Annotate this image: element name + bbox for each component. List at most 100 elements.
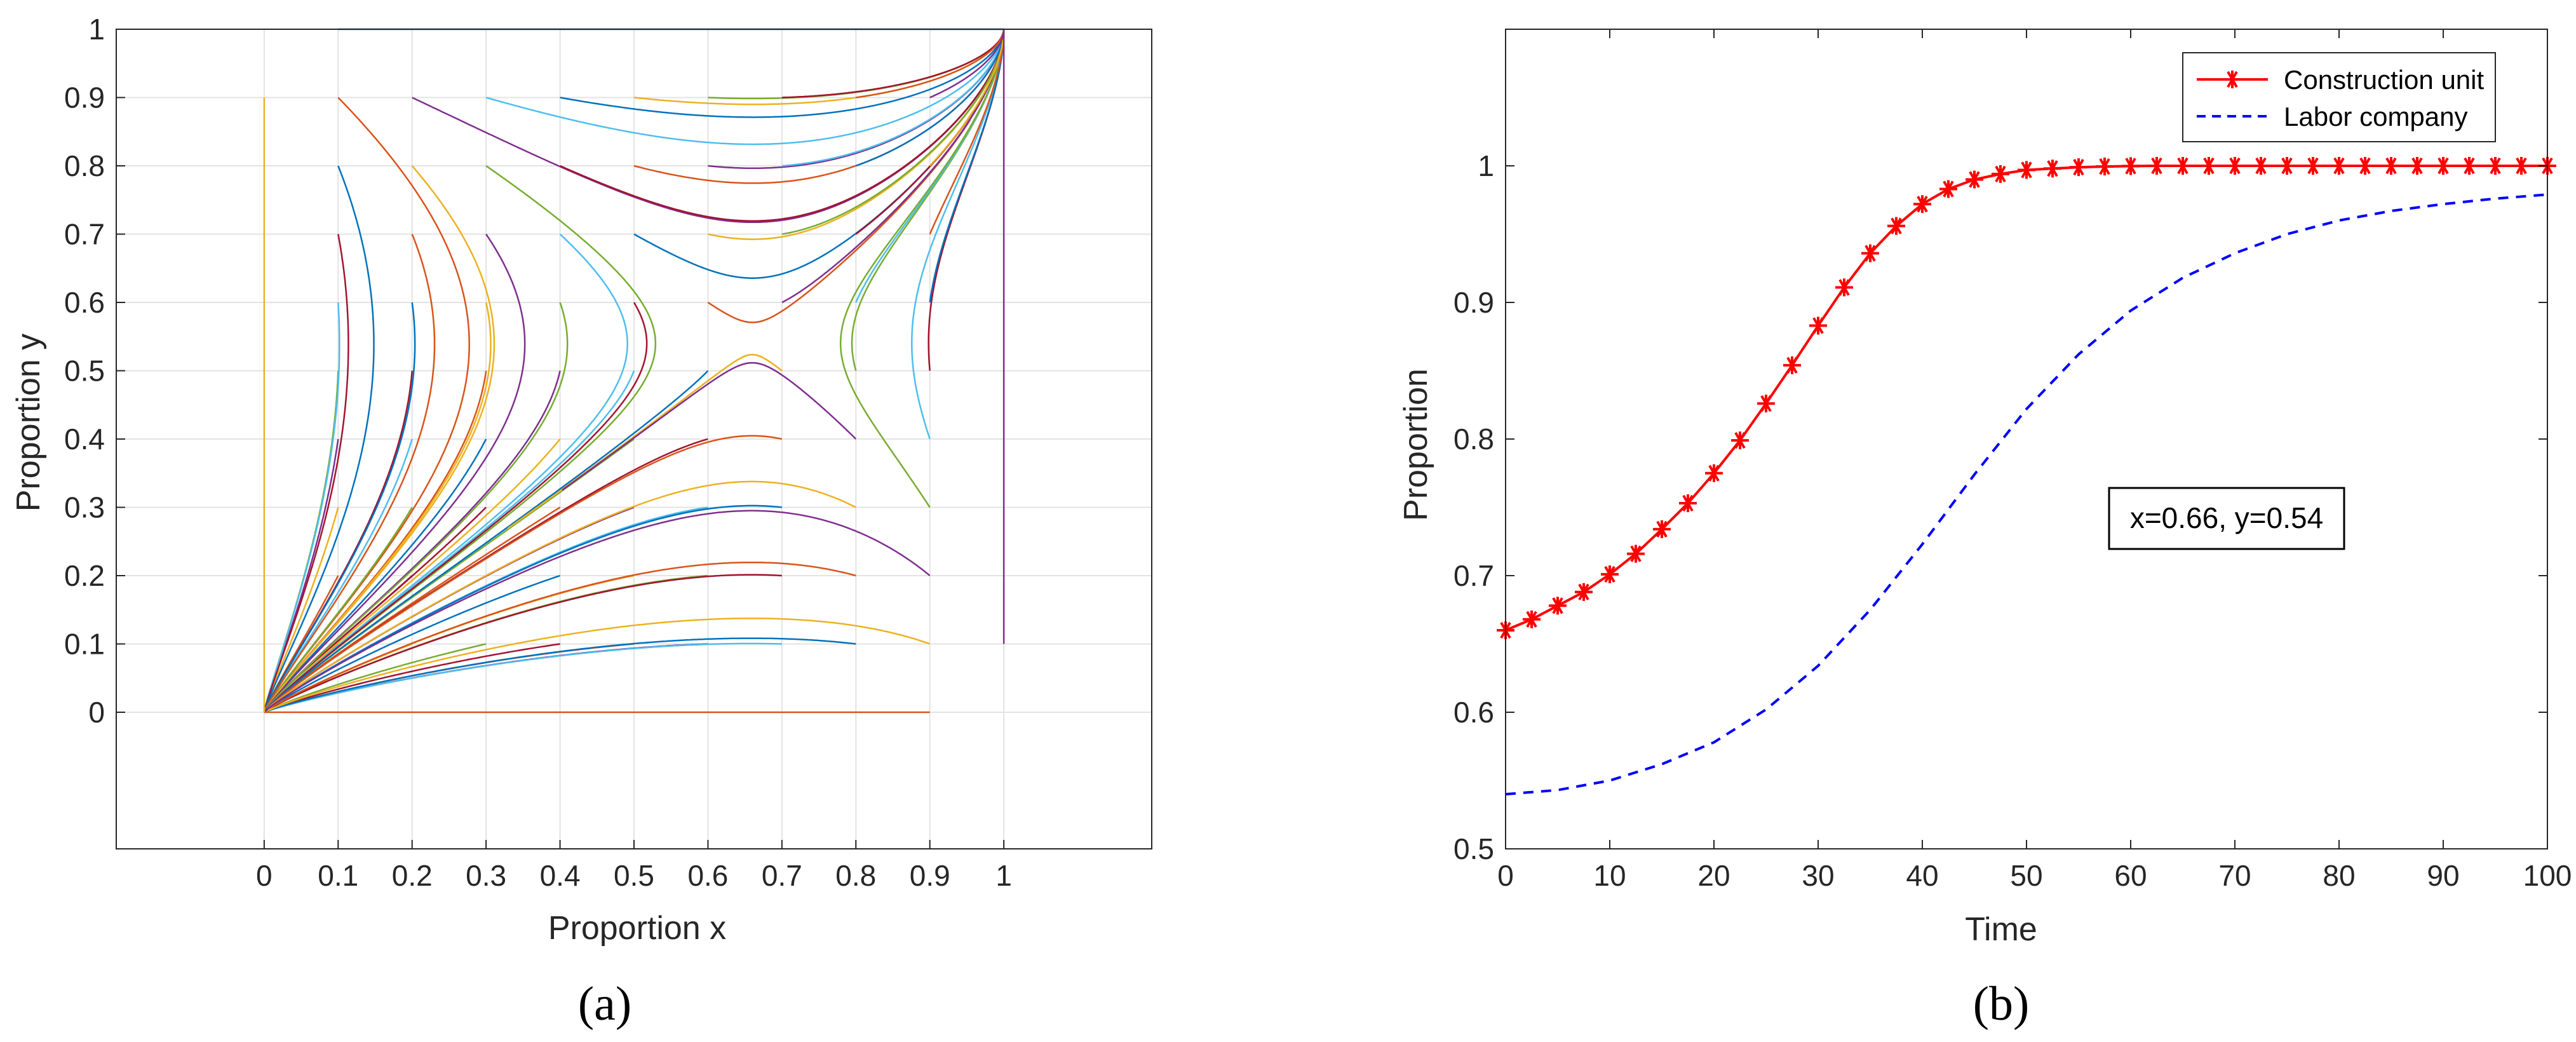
y-tick-label: 1: [1478, 149, 1494, 182]
data-point-marker: [1835, 278, 1853, 297]
x-tick-label: 40: [1906, 859, 1938, 892]
data-point-marker: [2512, 157, 2530, 175]
x-tick-label: 1: [995, 859, 1012, 892]
data-point-marker: [1966, 170, 1983, 189]
data-point-marker: [1783, 356, 1801, 374]
trajectory-line: [263, 234, 436, 713]
data-point-marker: [2382, 157, 2400, 175]
data-point-marker: [2408, 157, 2426, 175]
data-point-marker: [2174, 157, 2192, 175]
data-point-marker: [2148, 157, 2166, 175]
x-tick-label: 100: [2523, 859, 2572, 892]
data-point-marker: [1861, 244, 1879, 262]
x-tick-label: 0.2: [392, 859, 433, 892]
data-point-marker: [1992, 165, 2009, 183]
trajectory-line: [263, 642, 782, 714]
data-point-marker: [2200, 157, 2218, 175]
legend-construction-marker: [2223, 71, 2241, 88]
data-point-marker: [1627, 545, 1645, 563]
trajectory-line: [507, 353, 783, 530]
data-point-marker: [2304, 157, 2322, 175]
data-point-marker: [1549, 597, 1567, 615]
x-tick-label: 0: [1497, 859, 1514, 892]
x-tick-label: 30: [1802, 859, 1834, 892]
panel-b-label: (b): [1973, 977, 2030, 1031]
x-tick-label: 0.7: [762, 859, 802, 892]
annotation-text: x=0.66, y=0.54: [2130, 501, 2323, 534]
trajectory-line: [851, 35, 1005, 371]
y-tick-label: 0.5: [64, 355, 105, 388]
data-point-marker: [2122, 157, 2140, 175]
data-point-marker: [1913, 195, 1931, 213]
x-tick-label: 0.1: [318, 859, 358, 892]
x-tick-label: 0.9: [910, 859, 950, 892]
data-point-marker: [2460, 157, 2478, 175]
data-point-marker: [1705, 464, 1723, 482]
y-tick-label: 0.8: [1453, 423, 1494, 456]
y-tick-label: 1: [88, 13, 105, 46]
trajectory-line: [839, 67, 998, 508]
x-tick-label: 50: [2010, 859, 2042, 892]
x-tick-label: 80: [2323, 859, 2355, 892]
data-point-marker: [1757, 395, 1775, 413]
data-point-marker: [2486, 157, 2504, 175]
trajectory-line: [412, 44, 1003, 224]
legend-construction-label: Construction unit: [2284, 65, 2484, 95]
panel-b-y-ticks: 0.5 0.6 0.7 0.8 0.9 1: [1453, 149, 2547, 865]
data-point-marker: [1601, 565, 1619, 583]
trajectory-line: [485, 31, 1005, 145]
x-tick-label: 90: [2427, 859, 2459, 892]
y-tick-label: 0.5: [1453, 832, 1494, 865]
x-tick-label: 0.3: [466, 859, 506, 892]
data-point-marker: [2070, 158, 2087, 177]
panel-b-axes-box: [1505, 29, 2548, 849]
series-line-construction-unit: [1505, 165, 2547, 632]
data-point-marker: [2044, 159, 2061, 178]
x-tick-label: 60: [2114, 859, 2147, 892]
y-tick-label: 0.9: [1453, 286, 1494, 319]
legend-box: [2182, 52, 2496, 142]
y-tick-label: 0.1: [64, 628, 105, 661]
panel-b-x-axis-label: Time: [1965, 911, 2037, 948]
data-point-marker: [1731, 431, 1749, 450]
x-tick-label: 70: [2218, 859, 2251, 892]
annotation-box: [2108, 487, 2345, 550]
trajectory-line: [562, 362, 857, 491]
panel-b-series: [1497, 157, 2556, 795]
x-tick-label: 10: [1593, 859, 1626, 892]
data-point-marker: [1653, 520, 1671, 538]
x-tick-label: 0.4: [540, 859, 581, 892]
panel-b-y-axis-label: Proportion: [1398, 369, 1434, 521]
x-tick-label: 20: [1697, 859, 1730, 892]
series-line-labor-company: [1505, 193, 2548, 795]
data-point-marker: [1809, 316, 1827, 335]
trajectory-line: [263, 617, 931, 714]
y-tick-label: 0.8: [64, 149, 105, 182]
y-tick-label: 0.7: [1453, 559, 1494, 592]
data-point-marker: [1887, 217, 1905, 235]
trajectory-line: [264, 233, 628, 712]
y-tick-label: 0.6: [64, 286, 105, 319]
panel-a-y-axis-label: Proportion y: [10, 334, 47, 511]
y-tick-label: 0.4: [64, 423, 105, 456]
trajectory-line: [707, 119, 971, 323]
legend-asterisk: [2223, 71, 2241, 88]
panel-a-x-ticks: 0 0.1 0.2 0.3 0.4 0.5 0.6 0.7 0.8 0.9 1: [256, 840, 1012, 892]
y-tick-label: 0.7: [64, 218, 105, 251]
x-tick-label: 0: [256, 859, 273, 892]
y-tick-label: 0.6: [1453, 696, 1494, 729]
y-tick-label: 0.2: [64, 559, 105, 592]
data-point-marker: [2434, 157, 2452, 175]
panel-b-x-ticks: 0 10 20 30 40 50 60 70 80 90 100: [1497, 29, 2572, 892]
x-tick-label: 0.5: [614, 859, 654, 892]
data-point-marker: [2330, 157, 2348, 175]
data-point-marker: [1575, 583, 1593, 601]
panel-b-annotation: x=0.66, y=0.54: [2108, 487, 2345, 550]
y-tick-label: 0: [88, 696, 105, 729]
y-tick-label: 0.9: [64, 81, 105, 114]
trajectory-line: [633, 29, 1005, 105]
x-tick-label: 0.8: [835, 859, 876, 892]
panel-a-x-axis-label: Proportion x: [548, 910, 726, 947]
panel-b-legend: Construction unit Labor company: [2182, 52, 2496, 142]
